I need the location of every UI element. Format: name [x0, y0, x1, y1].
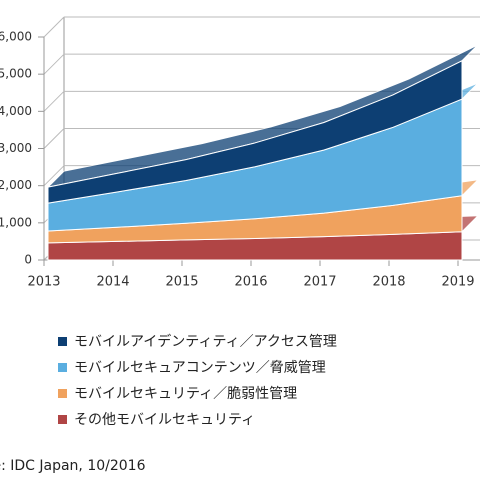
- grid-depth: [43, 128, 65, 149]
- x-tick-label: 2015: [165, 275, 198, 290]
- legend-swatch: [58, 363, 67, 372]
- legend-label: その他モバイルセキュリティ: [74, 412, 255, 428]
- legend-swatch: [58, 337, 67, 346]
- grid-depth: [43, 90, 65, 112]
- grid-depth: [43, 53, 65, 75]
- y-tick-label: 0: [24, 253, 32, 267]
- legend-swatch: [58, 415, 67, 424]
- grid-depth: [43, 16, 65, 38]
- y-tick-label: 1,000: [0, 215, 32, 229]
- y-tick-label: 2,000: [0, 178, 32, 192]
- legend-label: モバイルセキュリティ／脆弱性管理: [74, 385, 297, 402]
- area: [47, 59, 463, 204]
- legend-label: モバイルアイデンティティ／アクセス管理: [74, 333, 337, 350]
- y-tick-label: 6,000: [0, 30, 32, 44]
- source: Source: IDC Japan, 10/2016: [0, 458, 146, 474]
- legend-label: モバイルセキュアコンテンツ／脅威管理: [74, 360, 326, 376]
- y-tick-label: 3,000: [0, 141, 32, 155]
- x-tick-label: 2019: [441, 275, 474, 290]
- grid-depth: [43, 165, 65, 187]
- x-tick-label: 2018: [372, 275, 405, 290]
- x-tick-label: 2017: [303, 275, 336, 290]
- x-tick-label: 2016: [234, 275, 267, 290]
- x-tick-label: 2014: [96, 275, 129, 290]
- x-tick-label: 2013: [27, 275, 60, 290]
- y-tick-label: 4,000: [0, 104, 32, 118]
- y-tick-label: 5,000: [0, 67, 32, 81]
- legend-swatch: [58, 389, 67, 398]
